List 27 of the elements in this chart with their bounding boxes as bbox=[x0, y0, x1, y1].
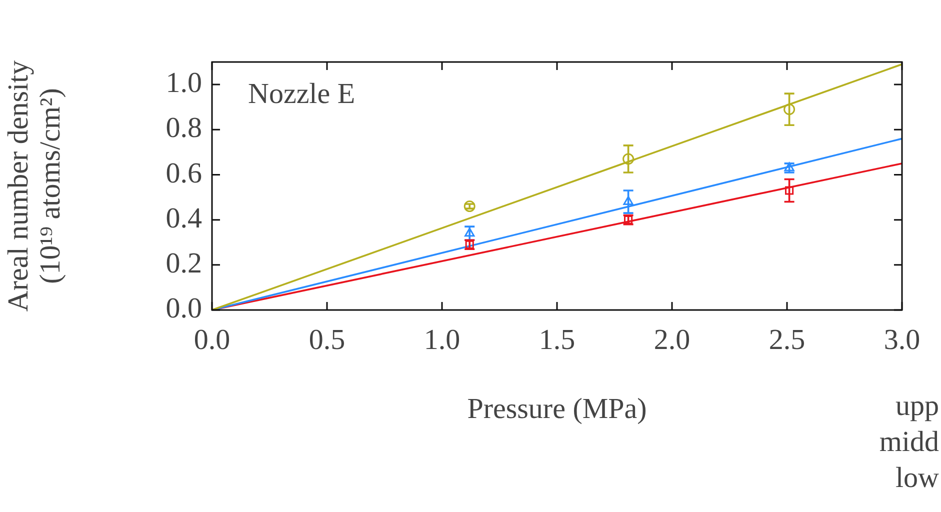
x-tick-label: 1.5 bbox=[538, 324, 576, 356]
x-tick-label: 2.5 bbox=[768, 324, 806, 356]
y-tick-label: 1.0 bbox=[166, 67, 202, 100]
text: Areal number density bbox=[2, 60, 35, 312]
x-tick-label: 3.0 bbox=[884, 324, 920, 356]
x-tick-label: 0.5 bbox=[308, 324, 346, 356]
point bbox=[464, 228, 475, 237]
text: (10¹⁹ atoms/cm²) bbox=[34, 88, 66, 284]
y-tick-label: 0.6 bbox=[166, 157, 202, 190]
y-tick-label: 0.0 bbox=[166, 292, 202, 325]
y-tick-label: 0.2 bbox=[166, 248, 202, 280]
point bbox=[464, 200, 476, 212]
x-tick-label: 2.0 bbox=[654, 324, 690, 356]
point bbox=[622, 153, 634, 165]
point bbox=[785, 186, 794, 195]
x-tick-label: 0.0 bbox=[194, 324, 230, 356]
text: low bbox=[896, 462, 939, 495]
text: upp bbox=[896, 390, 939, 423]
x-axis-title: Pressure (MPa) bbox=[467, 393, 647, 426]
point bbox=[784, 162, 794, 172]
y-tick-label: 0.8 bbox=[166, 112, 202, 144]
point bbox=[784, 104, 796, 116]
text: midd bbox=[879, 426, 939, 459]
point bbox=[623, 196, 634, 206]
y-tick-label: 0.4 bbox=[166, 202, 202, 234]
annotation: Nozzle E bbox=[248, 78, 356, 111]
x-tick-label: 1.0 bbox=[424, 324, 460, 356]
